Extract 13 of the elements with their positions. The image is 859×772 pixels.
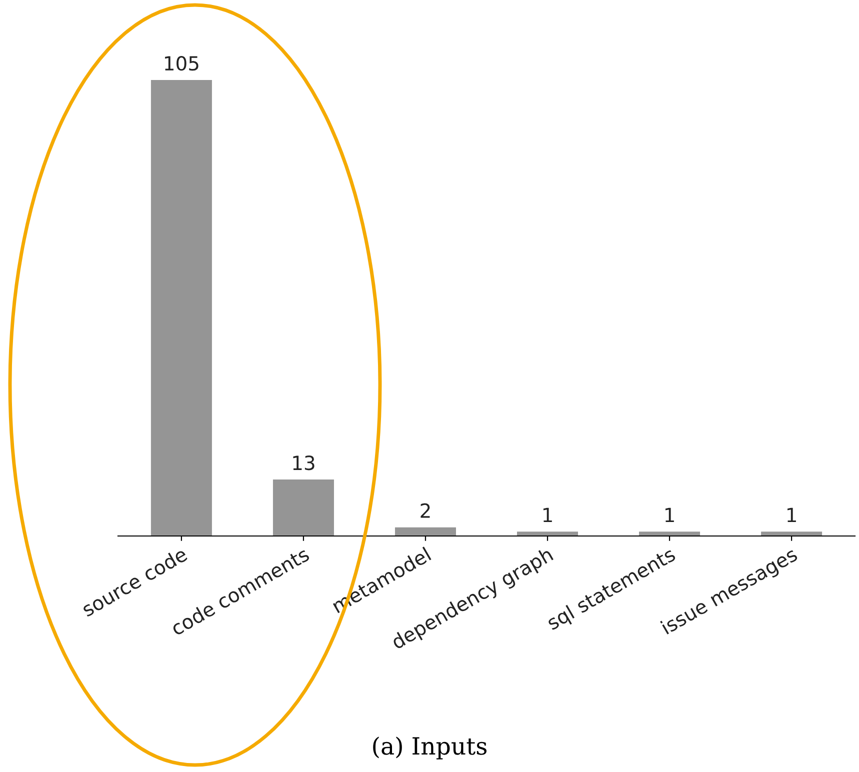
data-label: 105 [165,56,198,71]
bar [761,532,822,536]
data-label: 1 [543,508,552,522]
data-label: 1 [788,508,796,522]
bar [150,80,212,536]
text: (a) Inputs [373,736,487,760]
bar [639,532,700,536]
bar [517,532,578,536]
bar [272,480,334,536]
data-label: 1 [665,508,674,522]
data-label: 13 [293,456,314,470]
data-label: 2 [420,503,430,518]
bar [394,527,456,536]
